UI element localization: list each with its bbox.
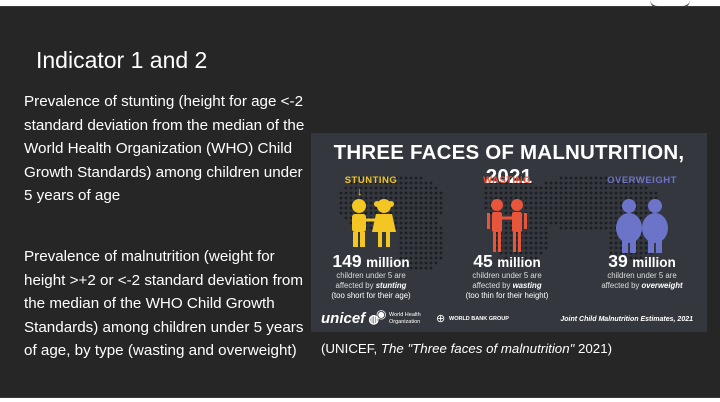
stunting-unit: million: [366, 255, 410, 270]
indicator-2-text: Prevalence of malnutrition (weight for h…: [24, 248, 304, 359]
who-line1: World Health: [389, 312, 421, 318]
caption-suffix: 2021): [574, 341, 613, 356]
worldbank-globe-icon: ⊕: [436, 313, 446, 325]
stunting-number: 149: [332, 251, 362, 271]
overweight-affected-word: overweight: [641, 281, 683, 290]
caption-title: The "Three faces of malnutrition": [380, 341, 575, 356]
overweight-children-icon: [616, 199, 668, 253]
overweight-label: OVERWEIGHT: [607, 175, 677, 186]
stunting-label: STUNTING: [344, 175, 398, 186]
stunting-note: (too short for their age): [331, 291, 411, 300]
stunting-description: children under 5 are affected by stuntin…: [311, 271, 431, 301]
worldbank-logo: ⊕ WORLD BANK GROUP: [436, 313, 509, 325]
infographic-footer: unicef ◍ ◉ World Health Organization ⊕ W…: [311, 308, 707, 332]
wasting-column: WASTING: [447, 175, 567, 258]
overweight-unit: million: [632, 255, 676, 270]
who-line2: Organization: [389, 318, 421, 325]
estimates-source: Joint Child Malnutrition Estimates, 2021: [560, 316, 693, 323]
overweight-count: 39 million: [582, 251, 702, 272]
unicef-logo: unicef ◍: [321, 310, 379, 327]
stunting-affected-prefix: affected by: [335, 281, 376, 290]
stunting-desc-line1: children under 5 are: [336, 271, 406, 280]
overweight-number: 39: [608, 251, 628, 271]
image-caption: (UNICEF, The "Three faces of malnutritio…: [321, 341, 612, 356]
wasting-affected-prefix: affected by: [472, 281, 513, 290]
unicef-logo-text: unicef: [321, 310, 366, 327]
malnutrition-infographic: THREE FACES OF MALNUTRITION, 2021 STUNTI…: [311, 133, 707, 332]
indicator-1-text: Prevalence of stunting (height for age <…: [24, 93, 305, 204]
stunting-affected-word: stunting: [375, 281, 407, 290]
down-arrow-icon: ↓: [357, 186, 363, 198]
stunting-desc-line2: affected by stunting: [311, 281, 431, 291]
wasting-label: WASTING: [483, 175, 531, 186]
slide: Indicator 1 and 2 Prevalence of stunting…: [0, 6, 720, 398]
wasting-number: 45: [473, 251, 493, 271]
wasting-count: 45 million: [447, 251, 567, 272]
overweight-desc-line1: children under 5 are: [607, 271, 677, 280]
caption-prefix: (UNICEF,: [321, 341, 381, 356]
who-emblem-icon: ◉: [376, 307, 387, 321]
wasting-unit: million: [497, 255, 541, 270]
wasting-desc-line1: children under 5 are: [472, 271, 542, 280]
overweight-affected-prefix: affected by: [601, 281, 642, 290]
overweight-desc-line2: affected by overweight: [582, 281, 702, 291]
wasting-affected-word: wasting: [512, 281, 542, 290]
stunting-column: STUNTING ↓: [311, 175, 431, 250]
wasting-children-icon: [487, 199, 527, 252]
wasting-desc-line2: affected by wasting: [447, 281, 567, 291]
overweight-column: OVERWEIGHT: [582, 175, 702, 258]
stunting-children-icon: [352, 199, 396, 247]
unicef-emblem-icon: ◍: [365, 312, 379, 326]
who-logo: ◉ World Health Organization: [376, 308, 421, 325]
wasting-description: children under 5 are affected by wasting…: [447, 271, 567, 301]
stunting-count: 149 million: [311, 251, 431, 272]
wasting-note: (too thin for their height): [465, 291, 549, 300]
overweight-description: children under 5 are affected by overwei…: [582, 271, 702, 291]
worldbank-text: WORLD BANK GROUP: [449, 316, 509, 322]
slide-title: Indicator 1 and 2: [36, 47, 208, 73]
infographic-title: THREE FACES OF MALNUTRITION, 2021: [333, 141, 685, 188]
